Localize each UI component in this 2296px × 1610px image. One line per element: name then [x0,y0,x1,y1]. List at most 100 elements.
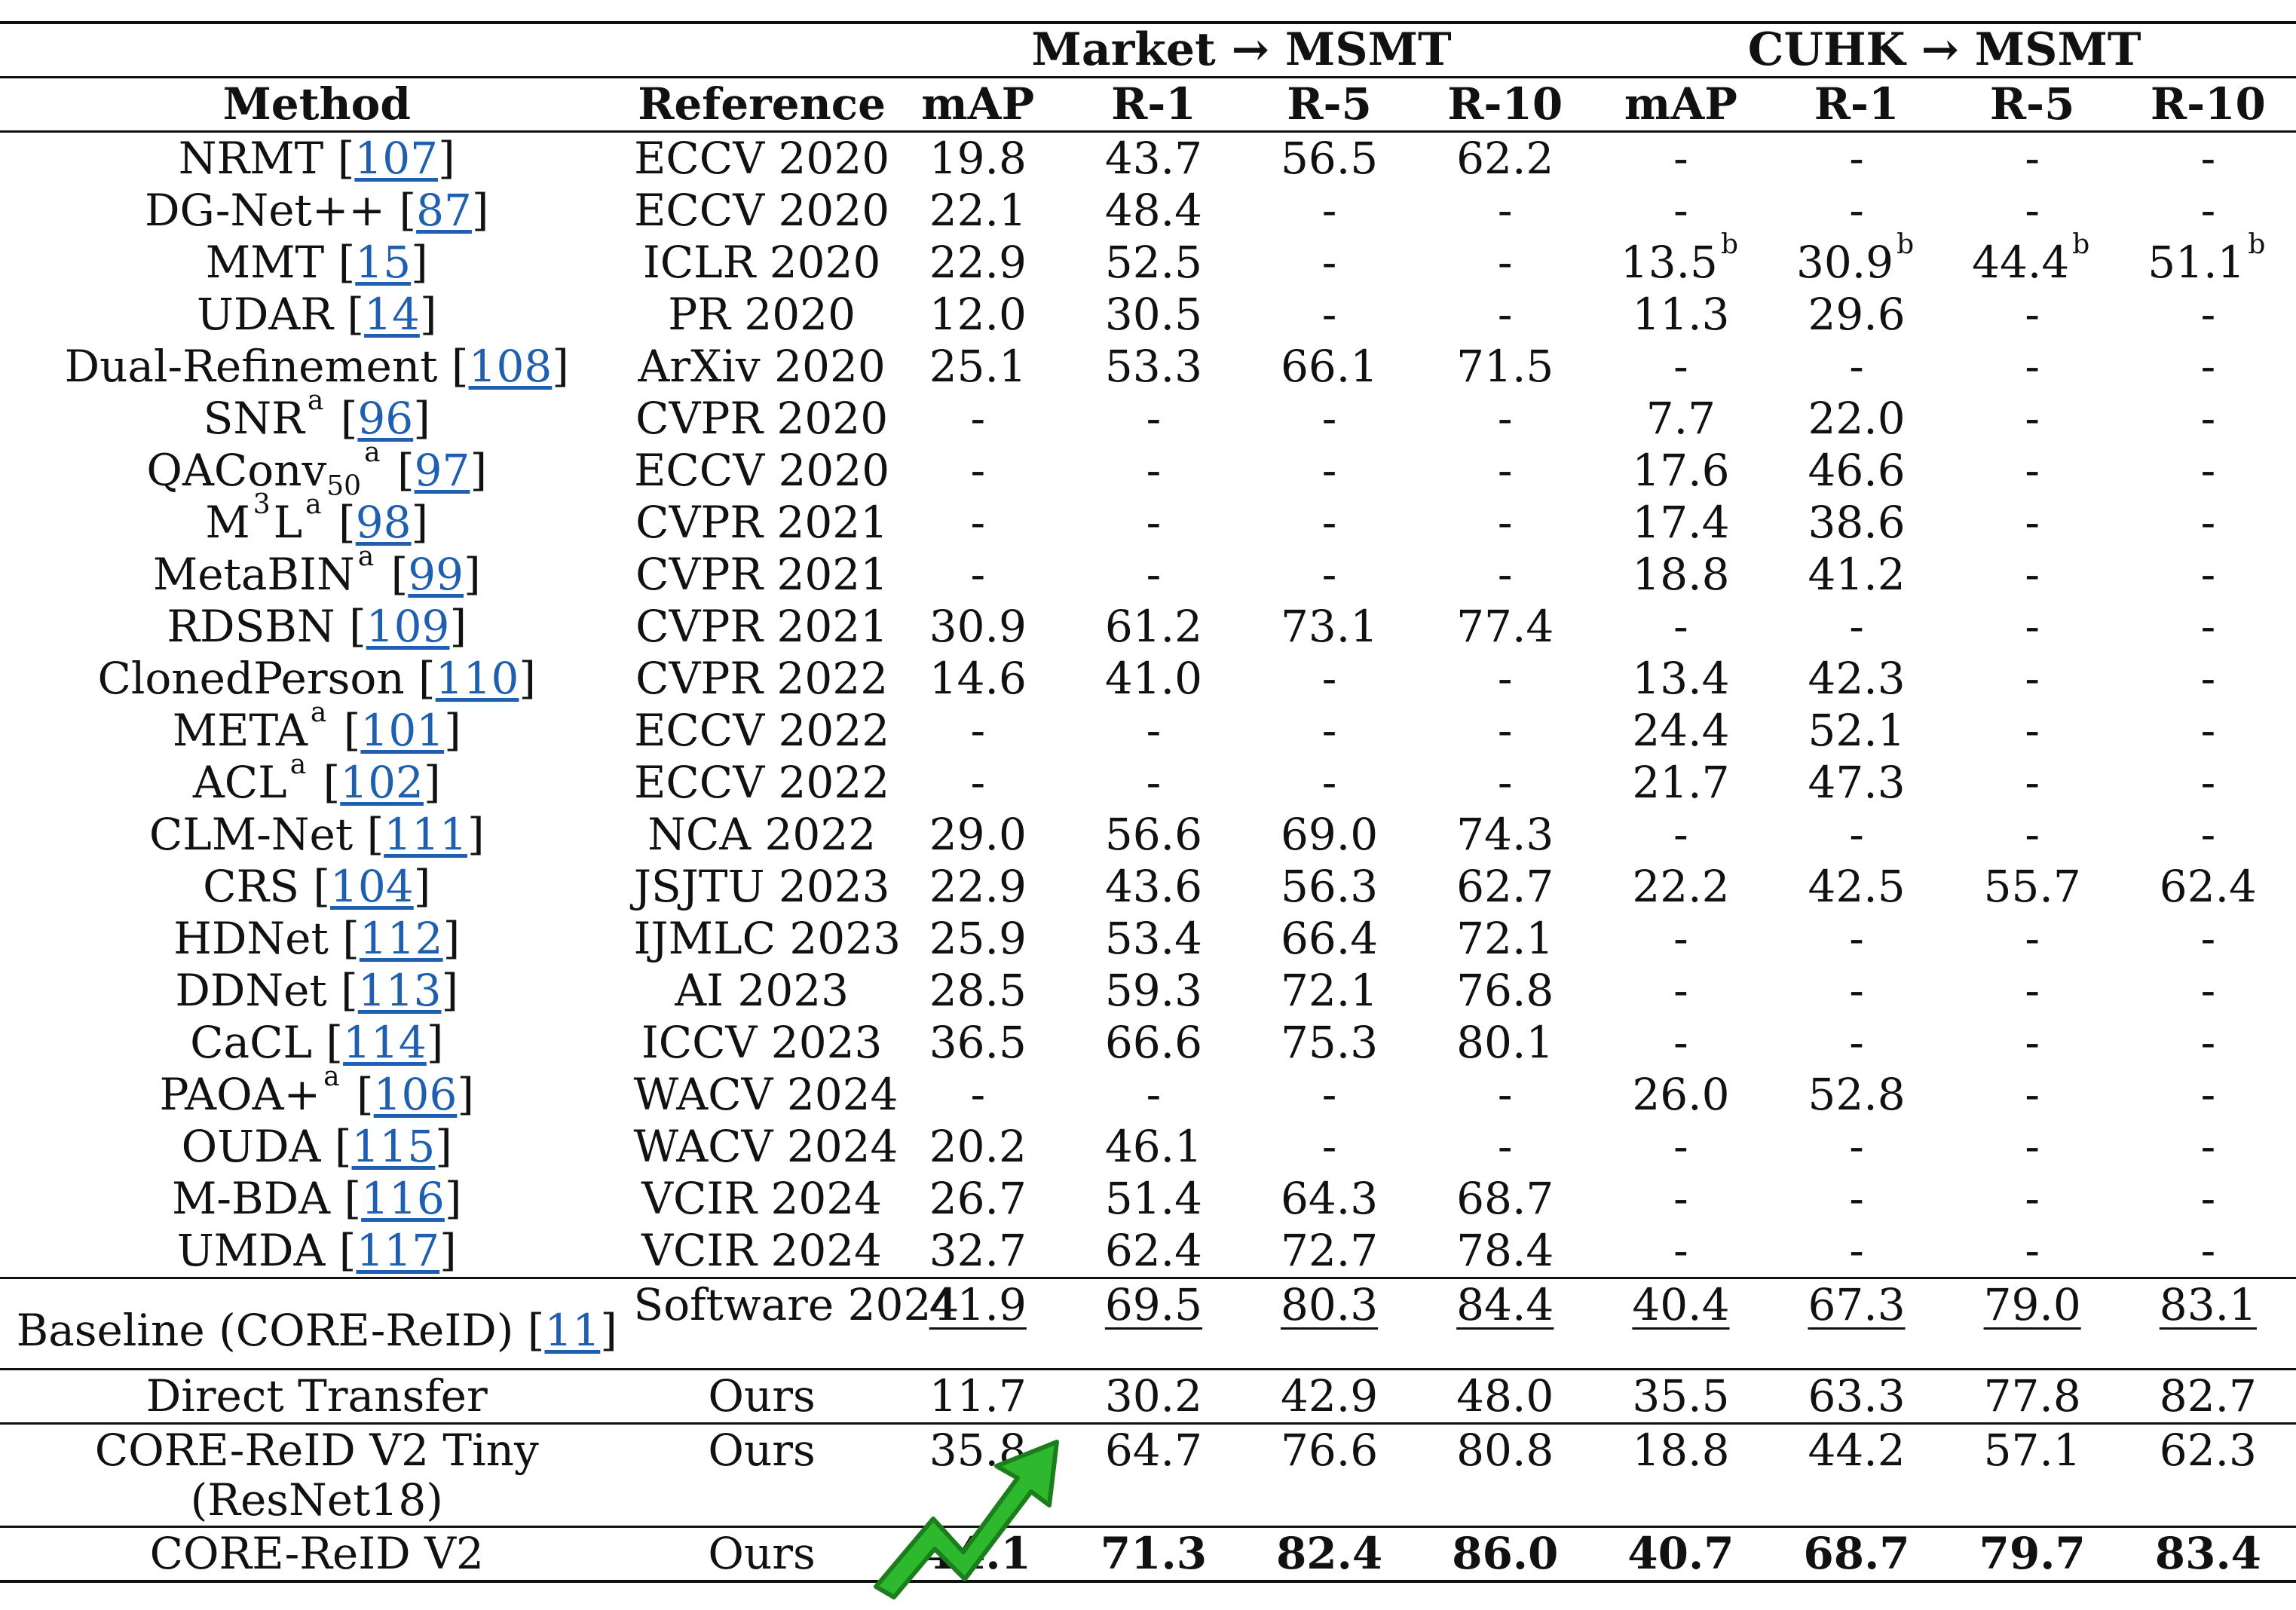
value-text: - [1849,601,1864,652]
value-text: 28.5 [929,965,1027,1016]
method-cell: Direct Transfer [0,1368,634,1424]
value-cell: - [1945,497,2120,549]
table-row: DG-Net++ [87] ECCV 2020 22.1 48.4 - - - - - - [0,185,2296,237]
value-text: 82.7 [2159,1370,2257,1422]
value-text: 47.3 [1808,757,1906,808]
citation-link[interactable]: 109 [366,601,450,652]
method-name: CLM-Net [148,809,354,860]
value-cell: 61.2 [1066,601,1241,653]
value-cell: 77.4 [1417,601,1593,653]
value-cell: - [1768,1173,1944,1225]
citation-link[interactable]: 112 [359,913,443,964]
value-cell: - [2120,1017,2296,1069]
value-cell: - [2120,341,2296,393]
value-text: - [1497,185,1513,236]
citation-link[interactable]: 114 [343,1017,427,1068]
method-cell: META a [101] [172,696,461,756]
citation-link[interactable]: 104 [330,861,414,912]
value-text: 62.7 [1456,861,1554,912]
value-text: 24.4 [1632,705,1730,756]
method-name-superscript: 3 [253,488,271,520]
value-text: 36.5 [929,1017,1027,1068]
value-text: - [2200,549,2216,600]
reference-cell: Ours [633,1526,890,1583]
value-cell: 83.1 [2120,1277,2296,1370]
value-text: 80.1 [1456,1017,1554,1068]
value-cell: 86.0 [1417,1526,1593,1583]
citation-link[interactable]: 14 [364,289,420,340]
method-footnote-marker: a [323,1061,340,1092]
value-cell: - [2120,549,2296,601]
value-cell: 12.0 [890,289,1066,341]
value-cell: 69.0 [1241,809,1417,861]
value-cell: 42.5 [1768,861,1944,913]
reference-cell: JSJTU 2023 [633,861,890,912]
citation-link[interactable]: 115 [351,1121,436,1172]
value-text: 82.4 [1275,1528,1383,1579]
column-header-method: Method [0,76,634,132]
value-cell: - [2120,601,2296,653]
table-row: SNR a [96] CVPR 2020 - - - - 7.7 22.0 - - [0,387,2296,445]
method-name: SNR [203,393,305,444]
value-text: - [1321,289,1337,340]
citation-link[interactable]: 106 [373,1069,458,1120]
value-text: 30.2 [1104,1370,1202,1422]
value-text: 30.9 [929,601,1027,652]
citation-link[interactable]: 97 [414,445,470,496]
value-cell: 26.0 [1593,1069,1768,1121]
citation-link[interactable]: 113 [357,965,442,1016]
value-cell: 69.5 [1065,1277,1241,1370]
citation-link[interactable]: 116 [361,1173,445,1224]
value-cell: 29.0 [890,809,1066,861]
value-text: 29.0 [929,809,1027,860]
value-cell: - [1241,289,1417,341]
method-cell: CORE-ReID V2 [0,1526,634,1583]
value-cell: 59.3 [1066,965,1241,1017]
method-name: PAOA+ [159,1069,321,1120]
value-cell: 76.6 [1241,1422,1418,1527]
value-cell: - [1945,1121,2120,1173]
value-cell: 30.9 [890,601,1066,653]
citation-link[interactable]: 99 [408,549,464,600]
citation-link[interactable]: 117 [356,1225,440,1276]
table-row: HDNet [112] IJMLC 2023 25.9 53.4 66.4 72.1 - - -… [0,913,2296,965]
value-text: 17.6 [1632,445,1730,496]
value-cell: - [1417,393,1593,445]
citation-link[interactable]: 107 [354,133,439,184]
method-footnote-marker: a [357,540,375,572]
value-cell: - [1593,185,1768,237]
value-text: - [1146,757,1162,808]
value-cell: 83.4 [2120,1526,2296,1583]
method-cell: M-BDA [116] [172,1173,462,1224]
citation-link[interactable]: 11 [544,1305,601,1356]
value-cell: 62.4 [2120,861,2296,913]
citation-link[interactable]: 101 [360,705,445,756]
method-footnote-marker: a [305,488,322,520]
value-text: - [2200,705,2216,756]
citation-link[interactable]: 87 [416,185,472,236]
citation-link[interactable]: 98 [355,497,412,548]
method-cell: CLM-Net [111] [148,809,485,860]
value-cell: - [1593,913,1768,965]
value-text: 53.4 [1104,913,1202,964]
value-text: - [1146,549,1162,600]
citation-link[interactable]: 15 [355,237,412,288]
method-cell: HDNet [112] [173,913,461,964]
value-cell: 57.1 [1944,1422,2120,1527]
value-text: - [2025,705,2040,756]
table-row: CaCL [114] ICCV 2023 36.5 66.6 75.3 80.1 - - - - [0,1017,2296,1069]
value-cell: 38.6 [1768,497,1944,549]
citation-link[interactable]: 102 [340,757,424,808]
citation-link[interactable]: 111 [384,809,467,860]
method-cell: NRMT [107] [0,130,634,185]
value-text: - [1497,445,1513,496]
citation-link[interactable]: 96 [357,393,414,444]
method-cell: OUDA [115] [181,1121,452,1172]
citation-link[interactable]: 110 [435,653,519,704]
method-name-second-line: (ResNet18) [190,1474,443,1526]
value-text: 83.1 [2159,1279,2257,1330]
value-cell: - [1241,185,1417,237]
value-cell: 66.6 [1066,1017,1241,1069]
citation-link[interactable]: 108 [468,341,553,392]
value-cell: - [1768,185,1944,237]
